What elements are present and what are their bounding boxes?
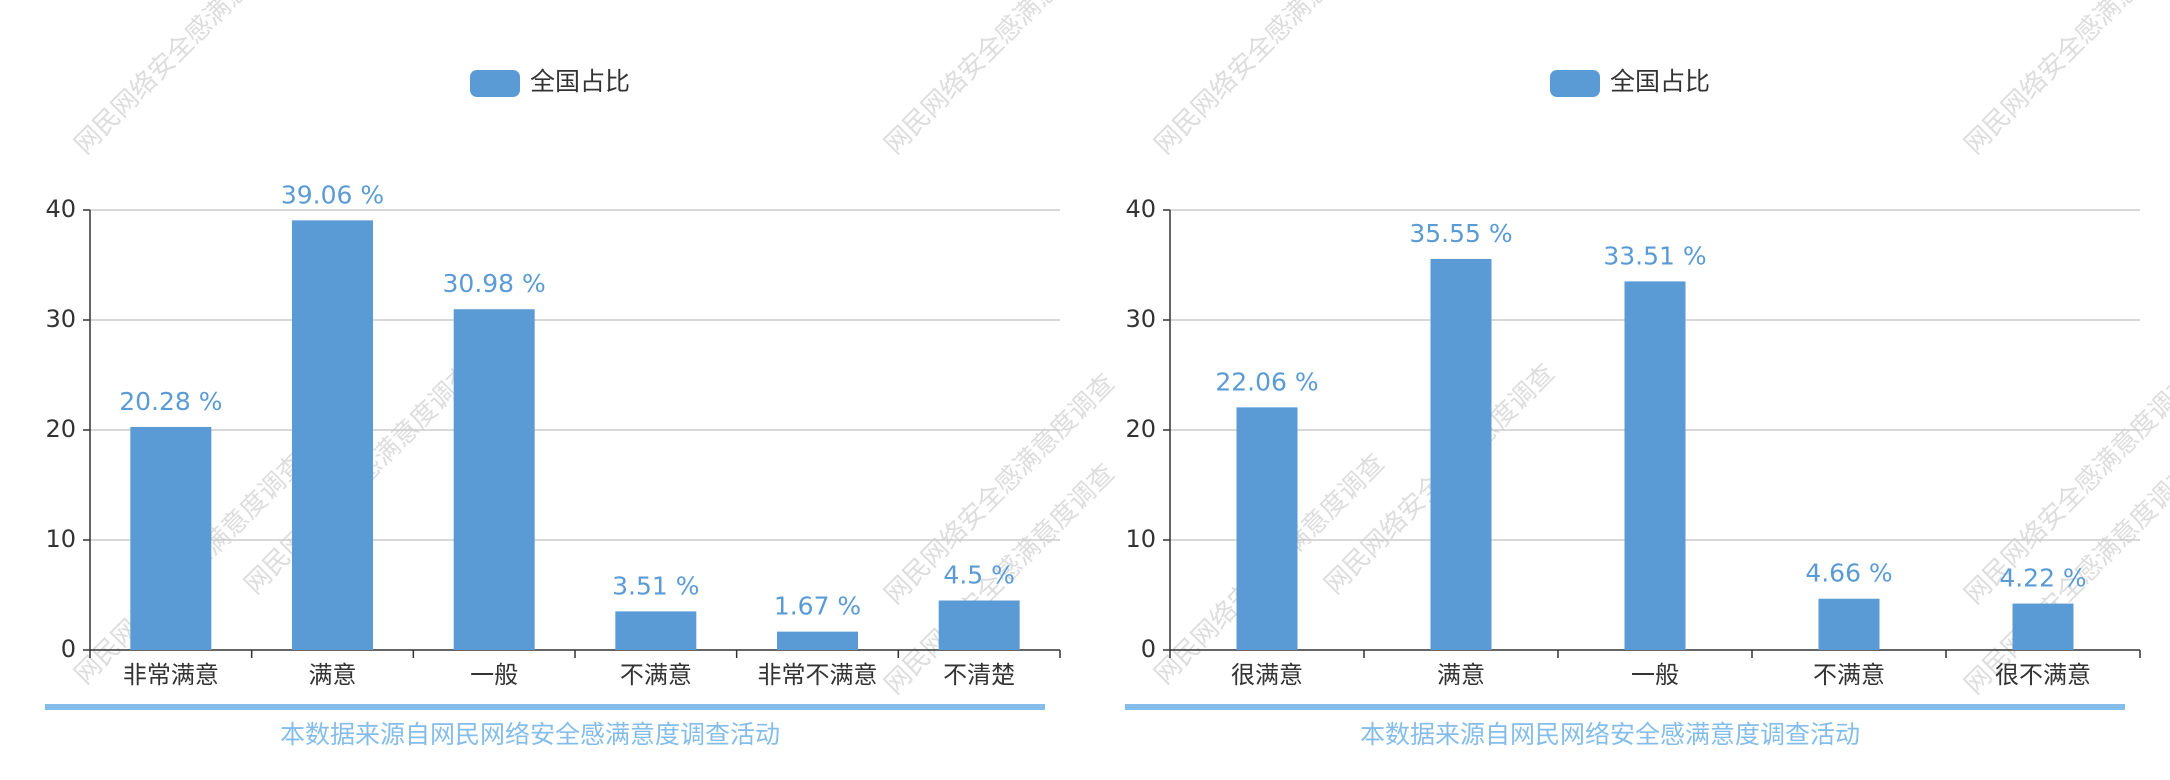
footer-text: 本数据来源自网民网络安全感满意度调查活动 (1360, 720, 1860, 749)
bar (2012, 603, 2074, 650)
x-tick-label: 不清楚 (943, 661, 1015, 689)
bar (292, 220, 373, 650)
y-tick-label: 40 (1125, 195, 1156, 223)
watermark: 网民网络安全感满意度调查 (69, 0, 311, 160)
watermark: 网民网络安全感满意度调查 (1149, 0, 1391, 160)
bar (1430, 258, 1492, 650)
x-tick-label: 不满意 (1813, 661, 1885, 689)
bar (130, 426, 212, 650)
y-tick-label: 40 (45, 195, 76, 223)
bar (1236, 407, 1298, 650)
y-tick-label: 20 (1125, 415, 1156, 443)
bar (1624, 281, 1686, 650)
y-tick-label: 30 (45, 305, 76, 333)
y-tick-label: 10 (45, 525, 76, 553)
x-tick-label: 满意 (1437, 661, 1485, 689)
legend-swatch (470, 70, 520, 97)
legend-label: 全国占比 (530, 67, 630, 96)
x-tick-label: 很满意 (1231, 661, 1303, 689)
value-label: 20.28 % (119, 387, 222, 416)
bar (1818, 598, 1880, 650)
value-label: 35.55 % (1409, 219, 1512, 248)
x-tick-label: 非常满意 (123, 661, 219, 689)
value-label: 33.51 % (1603, 241, 1706, 270)
legend-swatch (1550, 70, 1600, 97)
y-tick-label: 20 (45, 415, 76, 443)
value-label: 39.06 % (281, 180, 384, 209)
value-label: 4.22 % (1999, 564, 2086, 593)
value-label: 1.67 % (774, 592, 861, 621)
x-tick-label: 一般 (470, 661, 518, 689)
y-tick-label: 10 (1125, 525, 1156, 553)
value-label: 22.06 % (1215, 367, 1318, 396)
bar (615, 611, 697, 650)
x-tick-label: 一般 (1631, 661, 1679, 689)
y-tick-label: 0 (1141, 635, 1156, 663)
x-tick-label: 满意 (309, 661, 357, 689)
x-tick-label: 很不满意 (1995, 661, 2091, 689)
footer-line (1125, 704, 2125, 710)
value-label: 4.5 % (943, 561, 1014, 590)
footer-line (45, 704, 1045, 710)
value-label: 30.98 % (443, 269, 546, 298)
x-tick-label: 非常不满意 (758, 661, 878, 689)
watermark: 网民网络安全感满意度调查 (879, 0, 1121, 160)
y-tick-label: 0 (61, 635, 76, 663)
bar (938, 600, 1020, 650)
y-tick-label: 30 (1125, 305, 1156, 333)
footer-text: 本数据来源自网民网络安全感满意度调查活动 (280, 720, 780, 749)
value-label: 3.51 % (612, 571, 699, 600)
watermark: 网民网络安全感满意度调查 (1959, 0, 2170, 160)
bar (453, 309, 535, 650)
bar (777, 631, 858, 650)
legend-label: 全国占比 (1610, 67, 1710, 96)
value-label: 4.66 % (1805, 559, 1892, 588)
x-tick-label: 不满意 (620, 661, 692, 689)
